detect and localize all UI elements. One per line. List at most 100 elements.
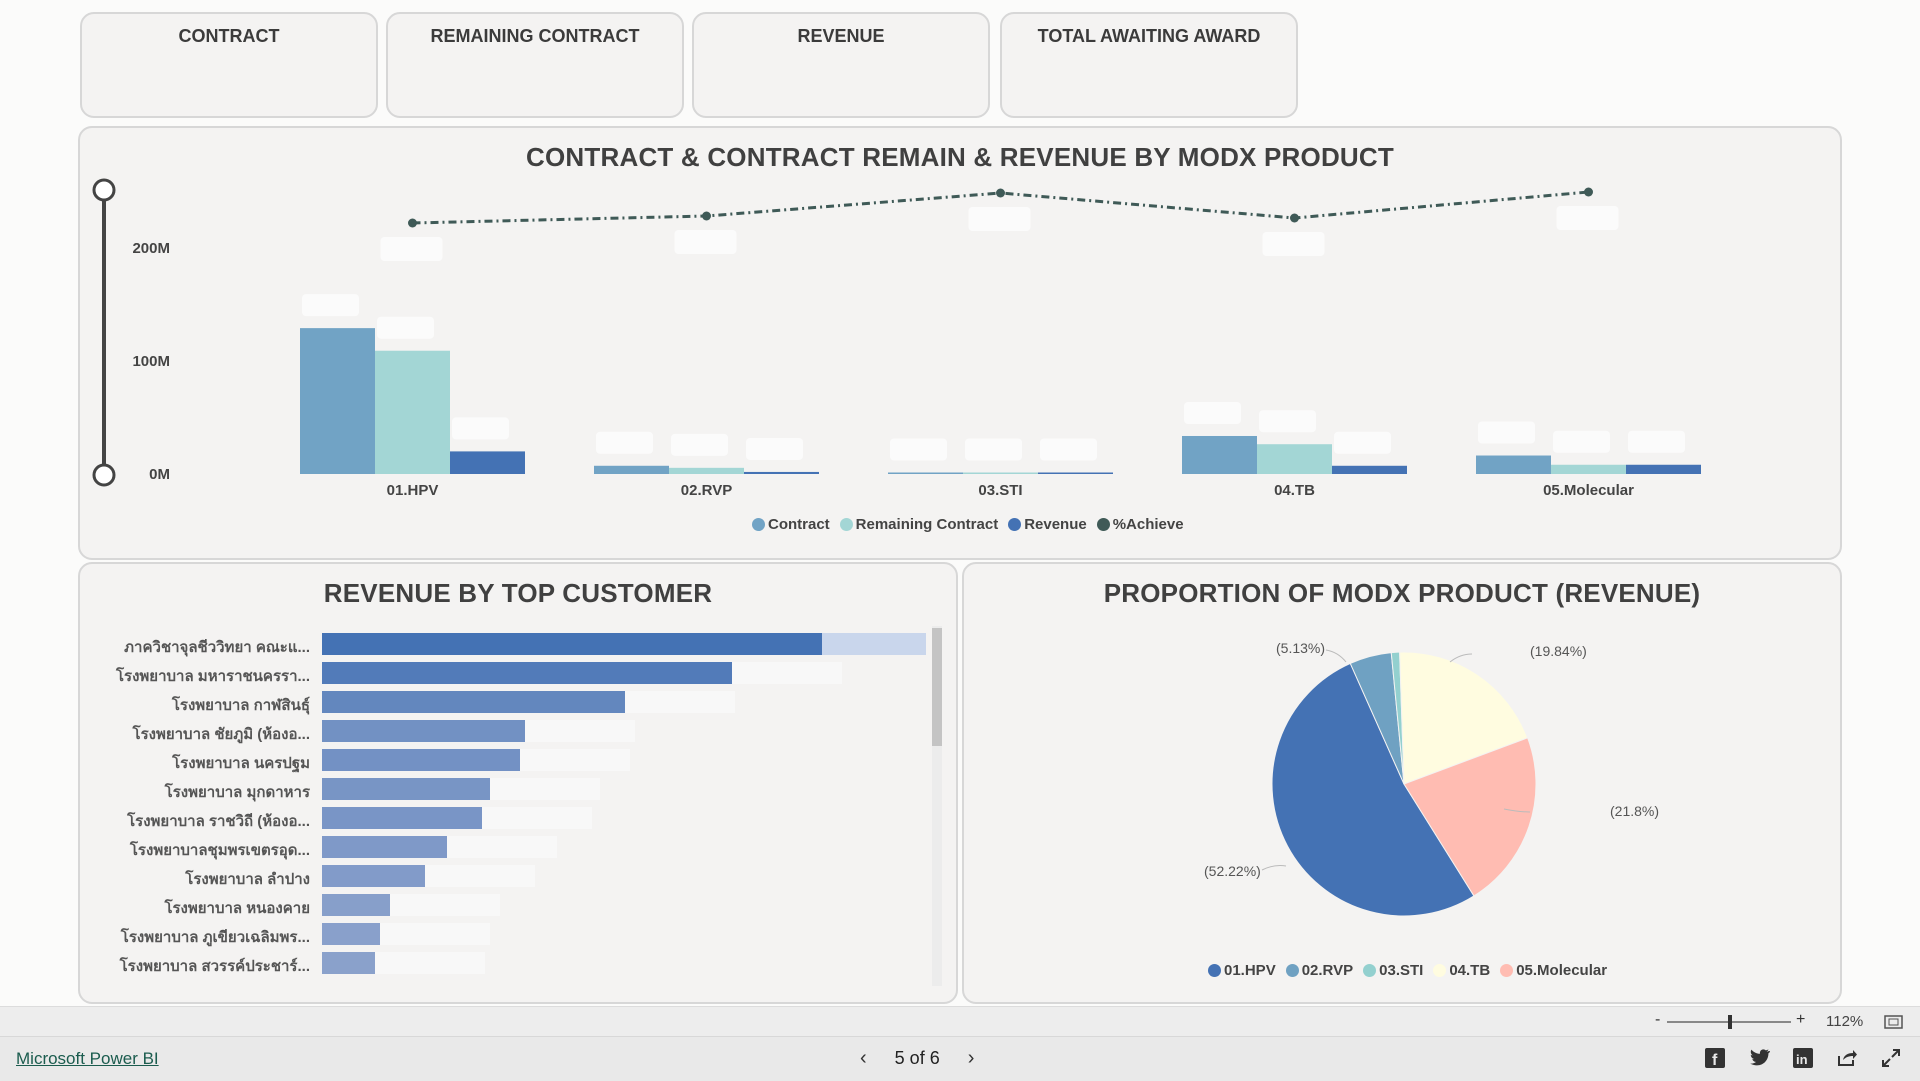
power-bi-link[interactable]: Microsoft Power BI xyxy=(16,1049,159,1068)
legend-item-revenue[interactable]: Revenue xyxy=(1008,516,1087,533)
kpi-label: REVENUE xyxy=(797,26,885,46)
legend-dot xyxy=(1363,964,1377,977)
legend-dot xyxy=(839,518,853,531)
customer-label: โรงพยาบาล กาฬสินธุ์ xyxy=(171,697,310,714)
pie-slice-tb[interactable] xyxy=(1399,651,1529,785)
previous-page-chevron-icon[interactable]: ‹ xyxy=(860,1047,867,1069)
svg-text:f: f xyxy=(1712,1052,1718,1068)
customer-revenue-bar[interactable] xyxy=(322,778,490,800)
customer-revenue-bar[interactable] xyxy=(322,952,375,974)
bar-revenue[interactable] xyxy=(1626,464,1701,474)
legend-dot xyxy=(752,518,765,531)
achieve-point[interactable] xyxy=(702,211,711,221)
legend-dot xyxy=(1008,518,1022,531)
product-proportion-panel[interactable]: PROPORTION OF MODX PRODUCT (REVENUE) (52… xyxy=(962,562,1842,1004)
twitter-icon[interactable] xyxy=(1748,1047,1770,1069)
customer-label: โรงพยาบาล ชัยภูมิ (ห้องอ... xyxy=(132,726,310,743)
customer-revenue-bar[interactable] xyxy=(322,894,390,916)
combo-chart-panel[interactable]: CONTRACT & CONTRACT REMAIN & REVENUE BY … xyxy=(78,126,1842,560)
customer-label: โรงพยาบาล สวรรค์ประชาร์... xyxy=(119,958,310,975)
bar-contract[interactable] xyxy=(1476,455,1551,474)
achieve-point[interactable] xyxy=(408,218,417,228)
customer-label: โรงพยาบาล มหาราชนครรา... xyxy=(115,668,310,685)
customer-revenue-bar[interactable] xyxy=(322,923,380,945)
bar-remaining-contract[interactable] xyxy=(375,350,450,474)
legend-item-molecular[interactable]: 05.Molecular xyxy=(1500,962,1607,979)
kpi-card-contract[interactable]: CONTRACT xyxy=(80,12,378,118)
top-customer-panel[interactable]: REVENUE BY TOP CUSTOMER ภาควิชาจุลชีววิท… xyxy=(78,562,958,1004)
achieve-point[interactable] xyxy=(996,188,1005,198)
customer-revenue-bar[interactable] xyxy=(322,836,447,858)
customer-revenue-bar[interactable] xyxy=(322,807,482,829)
facebook-icon[interactable]: f xyxy=(1704,1047,1726,1069)
customer-scrollbar[interactable] xyxy=(932,626,942,986)
bar-remaining-contract[interactable] xyxy=(1257,444,1332,474)
share-icons: f in xyxy=(1704,1047,1902,1069)
legend-dot xyxy=(1096,518,1110,531)
customer-revenue-bar[interactable] xyxy=(322,720,525,742)
customer-revenue-bar[interactable] xyxy=(322,865,425,887)
bar-revenue[interactable] xyxy=(1332,465,1407,474)
customer-label: โรงพยาบาล ราชวิถี (ห้องอ... xyxy=(127,813,310,830)
kpi-card-revenue[interactable]: REVENUE xyxy=(692,12,990,118)
bar-data-label-box xyxy=(890,438,947,461)
combo-chart: 200M 100M 0M 01.HPV 02.RVP 03.STI 04.TB 05.M… xyxy=(92,178,1701,499)
share-icon[interactable] xyxy=(1836,1047,1858,1069)
pie-slice-hpv[interactable] xyxy=(1271,662,1475,917)
legend-item-rvp[interactable]: 02.RVP xyxy=(1285,962,1353,979)
legend-item-remaining-contract[interactable]: Remaining Contract xyxy=(839,516,998,533)
bar-contract[interactable] xyxy=(594,465,669,474)
legend-item-achieve[interactable]: %Achieve xyxy=(1096,516,1184,533)
linkedin-icon[interactable]: in xyxy=(1792,1047,1814,1069)
y-tick-label: 100M xyxy=(132,353,170,370)
zoom-slider-thumb[interactable] xyxy=(1728,1015,1732,1029)
customer-revenue-bar[interactable] xyxy=(322,633,822,655)
pie-slice-molecular[interactable] xyxy=(1403,737,1537,897)
pie-data-label: (19.84%) xyxy=(1530,643,1587,659)
legend-item-hpv[interactable]: 01.HPV xyxy=(1208,962,1276,979)
range-slider-handle-top[interactable] xyxy=(92,178,116,202)
pie-data-label: (52.22%) xyxy=(1204,863,1261,879)
legend-dot xyxy=(1208,964,1221,977)
customer-revenue-bar[interactable] xyxy=(322,691,625,713)
y-tick-label: 200M xyxy=(132,240,170,257)
pie-leader-line xyxy=(1503,808,1531,813)
bar-data-label-box xyxy=(965,438,1022,461)
range-slider-handle-bottom[interactable] xyxy=(92,463,116,487)
report-canvas: CONTRACT REMAINING CONTRACT REVENUE TOTA… xyxy=(78,12,1842,1004)
kpi-card-total-awaiting-award[interactable]: TOTAL AWAITING AWARD xyxy=(1000,12,1298,118)
bar-remaining-contract[interactable] xyxy=(963,472,1038,475)
bar-remaining-contract[interactable] xyxy=(669,467,744,474)
pie-legend: 01.HPV 02.RVP 03.STI 04.TB 05.Molecular xyxy=(1208,962,1607,979)
bar-data-label-box xyxy=(302,294,359,317)
zoom-out-button[interactable]: - xyxy=(1655,1011,1661,1028)
customer-bar-label-box xyxy=(519,749,630,771)
legend-item-sti[interactable]: 03.STI xyxy=(1363,962,1423,979)
bar-revenue[interactable] xyxy=(1038,472,1113,475)
fit-to-page-icon[interactable] xyxy=(1884,1014,1904,1030)
bar-revenue[interactable] xyxy=(744,471,819,474)
customer-revenue-bar[interactable] xyxy=(322,749,520,771)
pie-chart: (52.22%) (5.13%) (19.84%) (21.8%) xyxy=(1204,640,1659,917)
kpi-card-remaining-contract[interactable]: REMAINING CONTRACT xyxy=(386,12,684,118)
bar-revenue[interactable] xyxy=(450,451,525,474)
achieve-point[interactable] xyxy=(1290,213,1299,223)
bar-data-label-box xyxy=(377,316,434,339)
customer-revenue-bar[interactable] xyxy=(322,662,732,684)
bar-contract[interactable] xyxy=(300,328,375,474)
legend-item-tb[interactable]: 04.TB xyxy=(1433,962,1490,979)
legend-item-contract[interactable]: Contract xyxy=(752,516,830,533)
bar-contract[interactable] xyxy=(1182,435,1257,474)
zoom-in-button[interactable]: + xyxy=(1796,1011,1806,1028)
customer-bar-label-box xyxy=(379,923,490,945)
bar-remaining-contract[interactable] xyxy=(1551,464,1626,474)
bar-contract[interactable] xyxy=(888,472,963,475)
bar-data-label-box xyxy=(1040,438,1097,461)
customer-scrollbar-thumb[interactable] xyxy=(932,628,942,746)
fullscreen-icon[interactable] xyxy=(1880,1047,1902,1069)
next-page-chevron-icon[interactable]: › xyxy=(967,1047,975,1069)
y-tick-label: 0M xyxy=(149,466,170,483)
combo-chart-title: CONTRACT & CONTRACT REMAIN & REVENUE BY … xyxy=(526,142,1394,172)
achieve-point[interactable] xyxy=(1584,187,1593,197)
customer-label: โรงพยาบาล หนองคาย xyxy=(164,900,310,917)
